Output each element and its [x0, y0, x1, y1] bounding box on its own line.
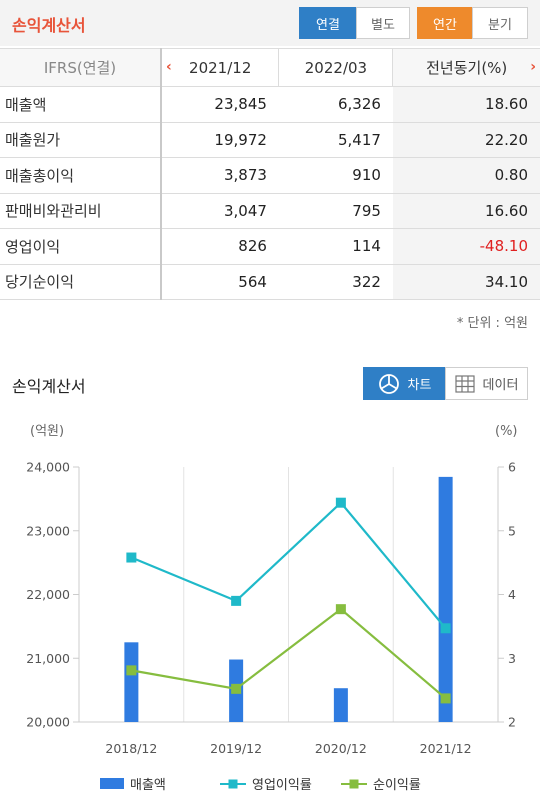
- table-cell: 322: [278, 264, 393, 300]
- left-axis-label: (억원): [30, 424, 64, 439]
- tab-annual[interactable]: 연간: [417, 7, 473, 39]
- table-row: 판매비와관리비 3,047 795 16.60: [0, 193, 540, 229]
- point-2-2021/12: [440, 693, 451, 704]
- tab-quarterly[interactable]: 분기: [472, 7, 528, 39]
- bar-2018/12: [124, 642, 139, 722]
- table-cell: 3,873: [161, 157, 279, 194]
- table-cell: 564: [161, 264, 279, 300]
- x-tick-label: 2019/12: [210, 741, 262, 756]
- point-2-2018/12: [126, 665, 137, 676]
- series-line-2: [131, 607, 447, 700]
- table-cell: -48.10: [392, 228, 540, 265]
- row-label: 매출원가: [0, 122, 162, 158]
- income-statement-table: IFRS(연결) ‹ 2021/12 2022/03 전년동기(%) › 매출액…: [0, 48, 540, 300]
- left-tick-label: 21,000: [26, 651, 70, 666]
- right-tick-label: 2: [508, 715, 516, 730]
- table-row: 매출액 23,845 6,326 18.60: [0, 86, 540, 123]
- left-tick-label: 22,000: [26, 587, 70, 602]
- unit-note: * 단위 : 억원: [456, 316, 528, 331]
- point-1-2019/12: [231, 595, 242, 606]
- table-cell: 19,972: [161, 122, 279, 158]
- table-cell: 5,417: [278, 122, 393, 158]
- legend-swatch: [100, 778, 124, 789]
- row-label: 당기순이익: [0, 264, 162, 300]
- table-cell: 795: [278, 193, 393, 229]
- table-row: 영업이익 826 114 -48.10: [0, 228, 540, 265]
- point-2-2020/12: [335, 604, 346, 615]
- point-1-2021/12: [440, 623, 451, 634]
- table-grid-icon: [454, 374, 475, 393]
- income-chart: (억원) (%) 20,000 21,000 22,000 23,000 24,000 2 3 4…: [26, 424, 518, 756]
- page-title: 손익계산서: [12, 16, 86, 35]
- table-cell: 22.20: [392, 122, 540, 158]
- table-cell: 114: [278, 228, 393, 265]
- table-row: 당기순이익 564 322 34.10: [0, 264, 540, 300]
- right-tick-label: 3: [508, 651, 516, 666]
- table-cell: 34.10: [392, 264, 540, 300]
- column-header: 2022/03: [278, 48, 394, 87]
- column-header: 전년동기(%) ›: [392, 48, 540, 87]
- table-cell: 18.60: [392, 86, 540, 123]
- x-tick-label: 2021/12: [420, 741, 472, 756]
- left-tick-label: 24,000: [26, 460, 70, 475]
- legend-item-op-margin[interactable]: 영업이익률: [220, 774, 312, 793]
- right-tick-label: 6: [508, 460, 516, 475]
- right-tick-label: 5: [508, 523, 516, 538]
- point-2-2019/12: [231, 683, 242, 694]
- legend-item-net-margin[interactable]: 순이익률: [341, 774, 421, 793]
- x-tick-label: 2020/12: [315, 741, 367, 756]
- row-label: 영업이익: [0, 228, 162, 265]
- tab-consolidated[interactable]: 연결: [299, 7, 357, 39]
- table-cell: 23,845: [161, 86, 279, 123]
- top-bar: 손익계산서 연결 별도 연간 분기: [0, 0, 540, 46]
- bar-2021/12: [438, 476, 453, 722]
- legend-item-sales[interactable]: 매출액: [100, 774, 166, 793]
- right-axis-label: (%): [495, 424, 518, 439]
- table-label-header: IFRS(연결): [0, 48, 162, 87]
- bar-2020/12: [333, 688, 348, 722]
- x-tick-label: 2018/12: [105, 741, 157, 756]
- table-row: 매출원가 19,972 5,417 22.20: [0, 122, 540, 158]
- table-cell: 910: [278, 157, 393, 194]
- chart-section-title: 손익계산서: [12, 377, 86, 396]
- point-1-2018/12: [126, 552, 137, 563]
- table-header-row: IFRS(연결) ‹ 2021/12 2022/03 전년동기(%) ›: [0, 48, 540, 87]
- table-cell: 6,326: [278, 86, 393, 123]
- column-header: ‹ 2021/12: [161, 48, 280, 87]
- table-row: 매출총이익 3,873 910 0.80: [0, 157, 540, 194]
- chevron-left-icon[interactable]: ‹: [166, 59, 172, 75]
- series-line-1: [130, 501, 447, 629]
- left-tick-label: 23,000: [26, 523, 70, 538]
- pie-chart-icon: [378, 373, 399, 394]
- chevron-right-icon[interactable]: ›: [530, 59, 536, 75]
- row-label: 판매비와관리비: [0, 193, 162, 229]
- table-cell: 0.80: [392, 157, 540, 194]
- right-tick-label: 4: [508, 587, 516, 602]
- legend-swatch: [341, 779, 367, 788]
- chart-view-button[interactable]: 차트: [363, 367, 446, 400]
- point-1-2020/12: [335, 497, 346, 508]
- table-cell: 16.60: [392, 193, 540, 229]
- tab-separate[interactable]: 별도: [356, 7, 410, 39]
- legend-swatch: [220, 779, 246, 788]
- data-view-button[interactable]: 데이터: [445, 367, 528, 400]
- row-label: 매출총이익: [0, 157, 162, 194]
- table-cell: 826: [161, 228, 279, 265]
- table-cell: 3,047: [161, 193, 279, 229]
- left-tick-label: 20,000: [26, 715, 70, 730]
- row-label: 매출액: [0, 86, 162, 123]
